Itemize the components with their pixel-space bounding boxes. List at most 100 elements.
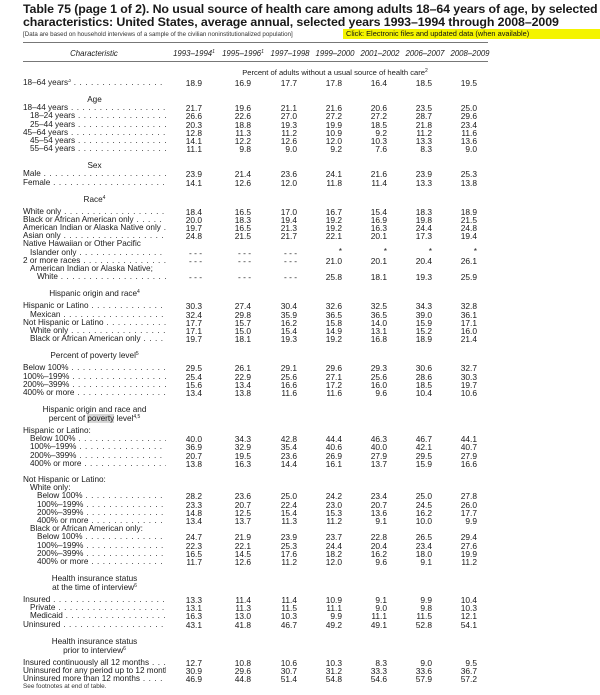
row-label-text: Native Hawaiian or Other Pacific — [23, 240, 141, 249]
table-cell: 11.6 — [461, 127, 477, 138]
table-cell: 30.7 — [280, 666, 297, 676]
table-cell: 19.3 — [415, 272, 432, 283]
table-cell: 11.4 — [235, 595, 251, 606]
table-cell: 29.8 — [234, 309, 251, 320]
electronic-files-link[interactable]: Click: Electronic files and updated data… — [343, 29, 600, 39]
table-cell: 23.4 — [415, 540, 432, 551]
row-label: Female — [23, 179, 166, 187]
table-cell: 25.4 — [185, 371, 202, 382]
row-label-text: 25–44 years — [30, 120, 76, 129]
table-cell: 29.6 — [325, 363, 342, 374]
table-cell: 11.6 — [281, 387, 297, 398]
table-cell: 18.5 — [415, 78, 432, 88]
table-cell: 23.6 — [280, 169, 297, 180]
table-cell: 9.2 — [330, 144, 342, 155]
row-label-text: 200%–399% — [23, 380, 70, 389]
table-cell: 7.6 — [375, 144, 387, 155]
row-label-text: White — [37, 273, 58, 282]
table-row: White only: — [0, 484, 600, 492]
table-cell: 19.9 — [460, 548, 477, 559]
footnote-marker: 3 — [68, 79, 71, 84]
table-row: 100%–199% 22.3 22.1 25.3 24.4 20.4 23.4 27.6 — [0, 540, 600, 551]
table-cell: 17.2 — [325, 379, 342, 390]
table-cell: 46.3 — [370, 434, 387, 445]
table-cell: 30.3 — [460, 371, 477, 382]
table-row: Insured 13.3 11.4 11.4 10.9 9.1 9.9 10.4 — [0, 595, 600, 606]
table-cell: 19.7 — [185, 223, 202, 234]
table-row: American Indian or Alaska Native only 19.… — [0, 223, 600, 234]
table-cell: 9.1 — [420, 556, 432, 567]
table-row: Black or African American only: — [0, 525, 600, 533]
section-heading-line: Sex — [23, 161, 166, 170]
table-cell: 19.2 — [325, 223, 342, 234]
table-cell: 15.2 — [415, 325, 432, 336]
table-cell: 16.2 — [370, 548, 387, 559]
table-cell: 13.6 — [370, 507, 387, 518]
footnote-marker: 1 — [212, 49, 215, 55]
row-label: 200%–399% — [23, 509, 166, 517]
column-header: 1999–2000 — [315, 49, 354, 58]
column-header: 2001–2002 — [360, 49, 399, 58]
section-heading-line: at the time of interview6 — [23, 583, 166, 592]
table-cell: 17.8 — [325, 78, 342, 88]
row-label: Below 100% — [23, 364, 166, 372]
table-cell: 12.0 — [280, 177, 297, 188]
row-label: Mexican — [23, 311, 166, 319]
row-label: 400% or more — [23, 389, 166, 397]
row-label-text: Medicaid — [30, 612, 63, 621]
footnote-marker: 6 — [134, 583, 137, 590]
table-cell: 27.8 — [460, 491, 477, 502]
table-cell: 11.5 — [416, 611, 432, 622]
table-cell: 17.0 — [280, 206, 297, 217]
table-row: 400% or more 13.4 13.8 11.6 11.6 9.6 10.4 10.6 — [0, 387, 600, 398]
section-heading-line: Age — [23, 95, 166, 104]
table-cell: 25.6 — [370, 371, 387, 382]
table-cell: 24.8 — [185, 231, 202, 242]
row-label: 100%–199% — [23, 542, 166, 550]
row-label: 18–24 years — [23, 112, 166, 120]
table-cell: 54.6 — [370, 674, 387, 685]
table-cell: 20.4 — [370, 540, 387, 551]
table-cell: 25.0 — [415, 491, 432, 502]
table-row: Asian only 24.8 21.5 21.7 22.1 20.1 17.3 19.4 — [0, 231, 600, 242]
table-cell: 29.6 — [234, 666, 251, 676]
table-cell: 27.9 — [460, 450, 477, 461]
row-label: Hispanic or Latino — [23, 302, 166, 310]
table-cell: 39.0 — [415, 309, 432, 320]
table-cell: 16.2 — [415, 507, 432, 518]
table-cell: 10.3 — [460, 603, 477, 614]
table-cell: 19.9 — [325, 119, 342, 130]
table-cell: 27.2 — [325, 111, 342, 122]
table-cell: 18.5 — [370, 119, 387, 130]
table-row: Uninsured 43.1 41.8 46.7 49.2 49.1 52.8 54.1 — [0, 619, 600, 630]
table-cell: 18.0 — [415, 548, 432, 559]
table-cell: 14.9 — [325, 325, 342, 336]
table-cell: 27.4 — [234, 301, 251, 312]
table-cell: 40.6 — [325, 442, 342, 453]
table-cell: 57.2 — [460, 674, 477, 685]
row-label: Not Hispanic or Latino — [23, 319, 166, 327]
table-cell: 13.1 — [185, 603, 202, 614]
table-cell: 16.9 — [370, 214, 387, 225]
table-cell: 13.7 — [370, 458, 387, 469]
table-cell: 46.7 — [280, 619, 297, 630]
table-cell: 16.0 — [460, 325, 477, 336]
table-cell: 21.9 — [234, 532, 251, 543]
table-cell: 34.3 — [415, 301, 432, 312]
section-heading: Age — [0, 95, 600, 104]
table-row: White - - - - - - - - - 25.8 18.1 19.3 25.9 — [0, 272, 600, 283]
row-label: Private — [23, 604, 166, 612]
table-cell: 29.3 — [370, 363, 387, 374]
table-cell: 36.1 — [460, 309, 477, 320]
row-label-text: Asian only — [23, 232, 61, 241]
row-label: Below 100% — [23, 492, 166, 500]
row-label-text: Uninsured more than 12 months — [23, 675, 140, 684]
table-cell: 36.9 — [185, 442, 202, 453]
table-row: 45–64 years 12.8 11.3 11.2 10.9 9.2 11.2 11.6 — [0, 127, 600, 138]
table-cell: 25.8 — [325, 272, 342, 283]
table-cell: 8.3 — [375, 657, 387, 668]
table-cell: 10.3 — [370, 135, 387, 146]
footnote-reference: See footnotes at end of table. — [23, 683, 107, 690]
section-heading-line: Hispanic origin and race and — [23, 405, 166, 414]
table-cell: 20.1 — [370, 231, 387, 242]
